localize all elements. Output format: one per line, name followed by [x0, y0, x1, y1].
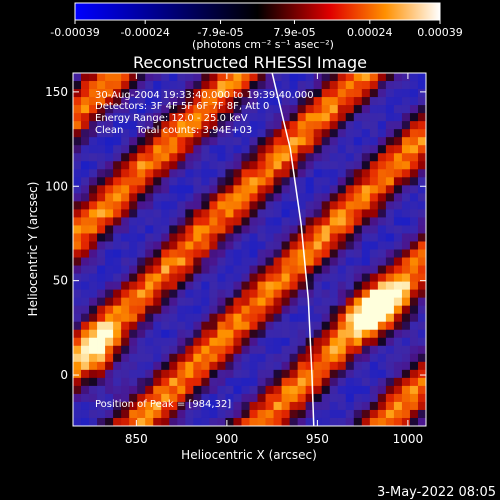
y-tick-label: 100 [45, 179, 68, 193]
colorbar-tick-label: 0.00024 [347, 26, 393, 39]
y-axis-label: Heliocentric Y (arcsec) [26, 182, 40, 317]
x-tick-label: 900 [215, 432, 238, 446]
y-tick-label: 0 [60, 368, 68, 382]
chart-title: Reconstructed RHESSI Image [133, 53, 367, 72]
colorbar-ticks [74, 20, 441, 24]
annotation-detectors: Detectors: 3F 4F 5F 6F 7F 8F, Att 0 [95, 101, 269, 112]
y-tick-label: 150 [45, 85, 68, 99]
x-axis-ticks: 850 900 950 1000 [125, 73, 423, 446]
colorbar-tick-label: 0.00039 [417, 26, 463, 39]
colorbar-tick-label: -0.00039 [50, 26, 99, 39]
x-tick-label: 1000 [393, 432, 424, 446]
annotation-clean: Clean Total counts: 3.94E+03 [95, 125, 252, 136]
x-tick-label: 850 [125, 432, 148, 446]
colorbar-unit: (photons cm⁻² s⁻¹ asec⁻²) [192, 38, 334, 51]
footer-date: 3-May-2022 08:05 [377, 485, 496, 500]
y-tick-label: 50 [53, 274, 68, 288]
annotation-energy: Energy Range: 12.0 - 25.0 keV [95, 113, 248, 124]
colorbar-tick-labels: -0.00039 -0.00024 -7.9e-05 7.9e-05 0.00024 0.… [50, 26, 462, 39]
solar-limb-line [271, 73, 315, 426]
x-axis-label: Heliocentric X (arcsec) [181, 448, 317, 462]
colorbar-tick-label: -0.00024 [120, 26, 169, 39]
x-tick-label: 950 [306, 432, 329, 446]
heatmap [73, 73, 426, 426]
plot-frame [72, 72, 427, 427]
colorbar [74, 2, 441, 21]
annotation-time: 30-Aug-2004 19:33:40.000 to 19:39:40.000 [95, 90, 314, 101]
colorbar-tick-label: 7.9e-05 [273, 26, 315, 39]
colorbar-tick-label: -7.9e-05 [197, 26, 243, 39]
y-axis-ticks: 0 50 100 150 [45, 85, 426, 382]
annotation-block: 30-Aug-2004 19:33:40.000 to 19:39:40.000… [95, 90, 314, 410]
annotation-peak: Position of Peak = [984,32] [95, 399, 231, 410]
